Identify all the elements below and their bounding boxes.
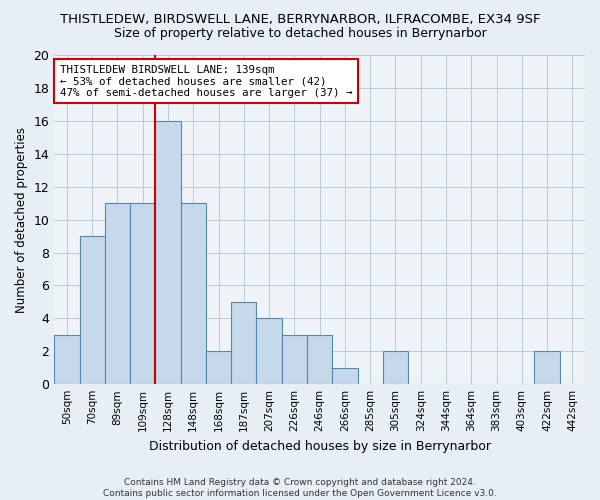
Bar <box>535 352 560 384</box>
X-axis label: Distribution of detached houses by size in Berrynarbor: Distribution of detached houses by size … <box>149 440 491 452</box>
Text: Contains HM Land Registry data © Crown copyright and database right 2024.
Contai: Contains HM Land Registry data © Crown c… <box>103 478 497 498</box>
Y-axis label: Number of detached properties: Number of detached properties <box>15 126 28 312</box>
Bar <box>80 236 105 384</box>
Bar <box>332 368 358 384</box>
Bar <box>181 203 206 384</box>
Bar <box>231 302 256 384</box>
Bar <box>54 335 80 384</box>
Bar <box>383 352 408 384</box>
Text: Size of property relative to detached houses in Berrynarbor: Size of property relative to detached ho… <box>113 28 487 40</box>
Text: THISTLEDEW BIRDSWELL LANE: 139sqm
← 53% of detached houses are smaller (42)
47% : THISTLEDEW BIRDSWELL LANE: 139sqm ← 53% … <box>59 65 352 98</box>
Text: THISTLEDEW, BIRDSWELL LANE, BERRYNARBOR, ILFRACOMBE, EX34 9SF: THISTLEDEW, BIRDSWELL LANE, BERRYNARBOR,… <box>60 12 540 26</box>
Bar <box>155 121 181 384</box>
Bar <box>130 203 155 384</box>
Bar <box>105 203 130 384</box>
Bar <box>282 335 307 384</box>
Bar <box>206 352 231 384</box>
Bar <box>256 318 282 384</box>
Bar <box>307 335 332 384</box>
